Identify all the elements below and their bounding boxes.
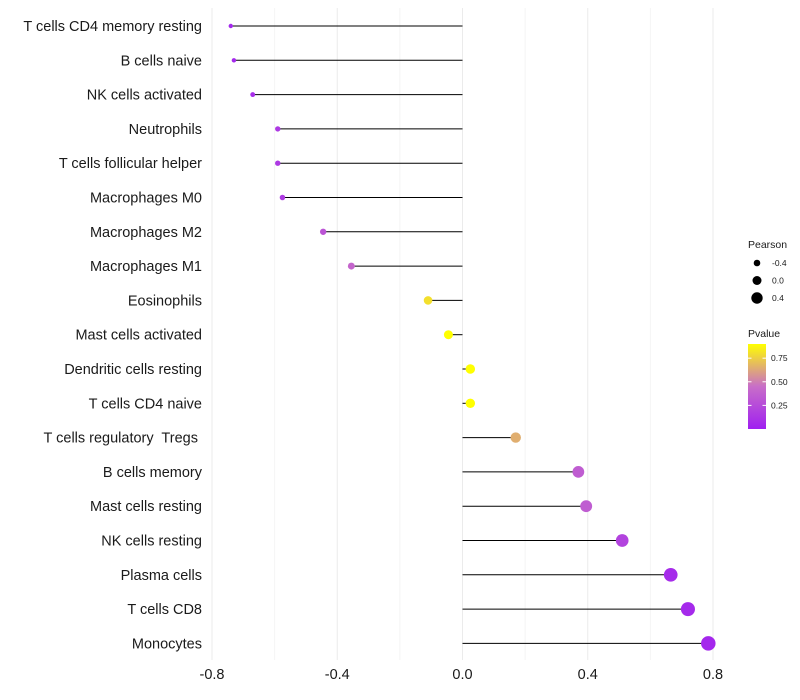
x-tick-label: 0.8 xyxy=(703,667,723,683)
size-legend-label: -0.4 xyxy=(772,258,787,268)
stems xyxy=(230,25,709,644)
data-point xyxy=(663,567,678,582)
category-label: T cells CD4 memory resting xyxy=(23,19,202,35)
category-label: T cells CD4 naive xyxy=(89,396,202,412)
size-legend-label: 0.4 xyxy=(772,293,784,303)
size-legend: Pearson -0.4 0.0 0.4 xyxy=(748,239,787,304)
category-label: NK cells activated xyxy=(87,88,202,104)
x-tick-label: -0.8 xyxy=(200,667,225,683)
data-point xyxy=(319,228,327,235)
category-label: Dendritic cells resting xyxy=(64,362,202,378)
data-point xyxy=(701,636,716,651)
data-point xyxy=(443,330,453,340)
data-point xyxy=(347,262,355,270)
category-label: Mast cells activated xyxy=(75,328,202,344)
size-legend-key xyxy=(751,292,763,304)
category-label: T cells regulatory Tregs xyxy=(44,431,203,447)
category-label: Macrophages M1 xyxy=(90,259,202,275)
data-points xyxy=(228,23,716,651)
grid-lines xyxy=(211,8,714,660)
x-axis-ticks: -0.8 -0.4 0.0 0.4 0.8 xyxy=(200,667,724,683)
data-point xyxy=(580,500,593,513)
data-point xyxy=(615,534,629,547)
x-tick-label: 0.4 xyxy=(578,667,598,683)
color-legend: Pvalue 0.75 0.50 0.25 xyxy=(748,328,788,429)
data-point xyxy=(250,92,256,98)
category-label: Eosinophils xyxy=(128,293,202,309)
color-legend-label: 0.25 xyxy=(771,400,788,410)
data-point xyxy=(510,432,521,443)
data-point xyxy=(231,58,237,63)
x-tick-label: -0.4 xyxy=(325,667,350,683)
color-legend-title: Pvalue xyxy=(748,328,780,340)
category-label: T cells follicular helper xyxy=(59,156,202,172)
category-label: NK cells resting xyxy=(101,534,202,550)
category-labels: T cells CD4 memory resting B cells naive N… xyxy=(23,19,202,652)
data-point xyxy=(572,466,585,478)
data-point xyxy=(279,194,286,201)
category-label: Monocytes xyxy=(132,636,202,652)
color-legend-label: 0.75 xyxy=(771,353,788,363)
data-point xyxy=(275,126,281,132)
size-legend-title: Pearson xyxy=(748,239,787,251)
data-point xyxy=(465,398,476,409)
data-point xyxy=(423,296,433,305)
x-tick-label: 0.0 xyxy=(452,667,472,683)
data-point xyxy=(228,23,233,29)
size-legend-key xyxy=(752,276,762,285)
color-legend-label: 0.50 xyxy=(771,377,788,387)
category-label: Mast cells resting xyxy=(90,499,202,515)
size-legend-key xyxy=(753,259,761,267)
category-label: Plasma cells xyxy=(121,568,202,584)
color-legend-bar xyxy=(748,344,766,429)
category-label: Macrophages M2 xyxy=(90,225,202,241)
category-label: B cells memory xyxy=(103,465,203,481)
data-point xyxy=(680,602,695,617)
category-label: Neutrophils xyxy=(129,122,202,138)
data-point xyxy=(465,364,476,374)
category-label: T cells CD8 xyxy=(127,602,202,618)
category-label: B cells naive xyxy=(121,53,202,69)
size-legend-label: 0.0 xyxy=(772,276,784,286)
category-label: Macrophages M0 xyxy=(90,191,202,207)
data-point xyxy=(275,160,281,166)
